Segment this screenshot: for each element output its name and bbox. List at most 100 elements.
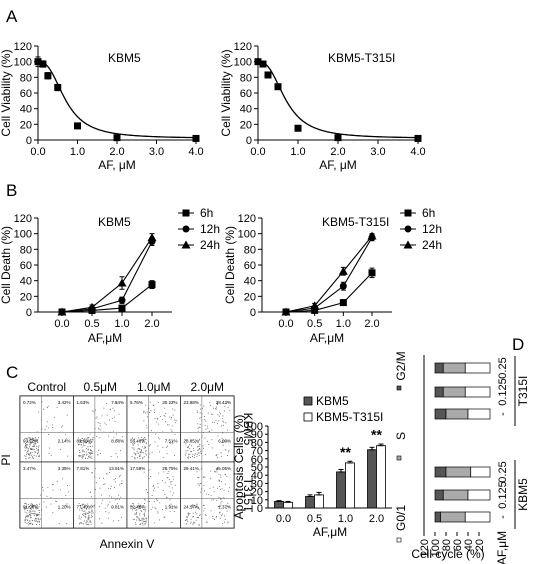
flow-event [114, 487, 116, 488]
flow-event [143, 512, 145, 514]
flow-event [163, 471, 165, 473]
flow-event [26, 514, 28, 516]
flow-event [121, 482, 123, 484]
x-tick-label: 0.0 [278, 318, 293, 330]
flow-event [223, 489, 225, 491]
flow-event [148, 470, 149, 471]
flow-event [24, 508, 26, 510]
flow-event [88, 508, 90, 510]
flow-event [198, 507, 200, 509]
y-tick-label: 20 [240, 119, 252, 131]
flow-row-label: KBM5 [241, 413, 255, 446]
flow-event [192, 455, 193, 457]
data-point [87, 302, 97, 311]
flow-event [99, 422, 101, 424]
flow-event [81, 440, 82, 441]
flow-event [138, 503, 140, 505]
flow-event [59, 489, 61, 491]
flow-event [162, 509, 164, 510]
flow-event [83, 523, 85, 525]
flow-event [198, 485, 200, 487]
flow-event [141, 506, 143, 508]
dose-label: 0.125 [497, 378, 509, 406]
flow-event [142, 452, 144, 454]
flow-event [201, 413, 203, 414]
flow-event [152, 486, 154, 487]
flow-event [40, 494, 42, 496]
flow-event [40, 419, 42, 421]
flow-event [143, 412, 145, 414]
flow-event [96, 416, 98, 418]
flow-event [31, 523, 33, 525]
flow-event [198, 524, 200, 526]
flow-event [143, 438, 145, 440]
flow-event [194, 453, 196, 455]
flow-event [37, 514, 39, 516]
flow-event [222, 432, 224, 434]
flow-event [205, 521, 207, 523]
flow-event [190, 445, 192, 447]
flow-event [131, 437, 133, 439]
quadrant-value: 24.17% [184, 504, 199, 509]
flow-event [94, 467, 96, 469]
y-tick-label: 80 [20, 72, 32, 84]
flow-event [56, 406, 58, 408]
fit-curve [258, 61, 418, 139]
flow-event [98, 506, 100, 507]
flow-event [144, 436, 145, 438]
x-tick-label: 0.5 [307, 513, 322, 525]
flow-event [86, 524, 88, 526]
flow-event [40, 518, 42, 520]
flow-event [171, 494, 173, 496]
flow-event [110, 496, 112, 498]
flow-plot [126, 461, 181, 529]
flow-event [79, 518, 81, 520]
flow-event [144, 503, 145, 505]
quadrant-value: 0.81% [111, 504, 124, 509]
flow-event [142, 519, 144, 521]
flow-event [88, 437, 90, 439]
flow-event [198, 426, 200, 428]
y-tick-label: 70 [251, 446, 263, 458]
flow-event [172, 476, 174, 478]
bar-segment-s [445, 466, 472, 478]
flow-event [53, 416, 55, 418]
flow-event [34, 452, 36, 454]
flow-y-axis-label: PI [0, 454, 13, 465]
flow-event [173, 401, 175, 403]
flow-event [216, 404, 218, 405]
x-tick-label: 100 [430, 539, 442, 557]
flow-event [32, 513, 34, 514]
flow-event [216, 406, 217, 408]
flow-event [38, 446, 40, 448]
flow-event [224, 440, 225, 442]
flow-event [154, 507, 156, 509]
flow-event [143, 518, 145, 520]
flow-event [108, 435, 110, 437]
flow-event [26, 519, 28, 521]
flow-event [26, 515, 28, 517]
flow-event [212, 499, 214, 501]
flow-event [224, 405, 226, 407]
flow-event [29, 510, 31, 512]
quadrant-value: 1.63% [77, 400, 90, 405]
y-axis-label: Cell Death (%) [223, 226, 237, 304]
flow-event [87, 519, 89, 521]
flow-event [219, 517, 221, 519]
flow-event [33, 512, 35, 514]
flow-event [85, 442, 87, 444]
flow-event [203, 510, 205, 512]
data-point [339, 282, 347, 290]
flow-event [33, 438, 35, 440]
flow-event [197, 449, 199, 451]
flow-event [203, 485, 205, 486]
flow-event [32, 524, 34, 526]
y-axis-label: Cell Viability (%) [0, 49, 13, 136]
y-tick-label: 20 [244, 291, 256, 303]
y-tick-label: 40 [244, 276, 256, 288]
flow-event [33, 457, 34, 459]
y-tick-label: 40 [20, 104, 32, 116]
flow-event [32, 520, 34, 522]
x-tick-label: 40 [463, 539, 475, 551]
quadrant-value: 30.22% [162, 400, 177, 405]
